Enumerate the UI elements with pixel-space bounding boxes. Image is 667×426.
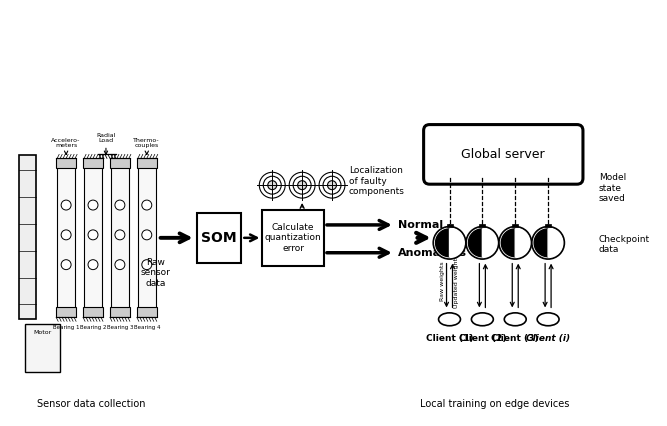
Circle shape <box>61 260 71 270</box>
Circle shape <box>534 228 563 257</box>
Bar <box>25 324 60 372</box>
Polygon shape <box>515 229 529 257</box>
Bar <box>446 225 452 227</box>
Text: Radial
Load: Radial Load <box>96 132 115 144</box>
Bar <box>84 166 102 309</box>
Polygon shape <box>502 229 515 257</box>
Polygon shape <box>436 229 450 257</box>
Bar <box>110 308 130 317</box>
Circle shape <box>115 260 125 270</box>
Circle shape <box>267 181 277 190</box>
Text: Thermo-
couples: Thermo- couples <box>133 138 160 148</box>
Bar <box>83 158 103 168</box>
Bar <box>512 225 518 227</box>
Ellipse shape <box>504 313 526 326</box>
Circle shape <box>88 230 98 240</box>
Circle shape <box>297 181 307 190</box>
Text: Bearing 3: Bearing 3 <box>107 325 133 330</box>
Circle shape <box>466 226 499 259</box>
Ellipse shape <box>472 313 494 326</box>
Text: Calculate
quantization
error: Calculate quantization error <box>265 223 321 253</box>
Circle shape <box>142 230 152 240</box>
Text: SOM: SOM <box>201 231 237 245</box>
Polygon shape <box>534 229 548 257</box>
Text: Global server: Global server <box>462 148 545 161</box>
Text: Model
state
saved: Model state saved <box>599 173 626 203</box>
Polygon shape <box>482 229 496 257</box>
Text: Accelero-
meters: Accelero- meters <box>51 138 81 148</box>
Bar <box>111 166 129 309</box>
Ellipse shape <box>439 313 460 326</box>
Bar <box>57 166 75 309</box>
Circle shape <box>142 260 152 270</box>
Text: Client (2): Client (2) <box>459 334 506 343</box>
Text: Client (1): Client (1) <box>426 334 474 343</box>
Text: Bearing 4: Bearing 4 <box>133 325 160 330</box>
Polygon shape <box>450 229 464 257</box>
Circle shape <box>88 200 98 210</box>
Bar <box>56 308 76 317</box>
Circle shape <box>115 200 125 210</box>
Circle shape <box>61 230 71 240</box>
Circle shape <box>468 228 497 257</box>
Circle shape <box>500 228 530 257</box>
Circle shape <box>61 200 71 210</box>
Bar <box>545 225 551 227</box>
Circle shape <box>435 228 464 257</box>
Bar <box>137 308 157 317</box>
Bar <box>110 158 130 168</box>
Text: Raw weights: Raw weights <box>440 262 445 301</box>
Polygon shape <box>468 229 482 257</box>
Ellipse shape <box>537 313 559 326</box>
FancyBboxPatch shape <box>424 124 583 184</box>
Circle shape <box>115 230 125 240</box>
Text: Checkpoint
data: Checkpoint data <box>599 235 650 254</box>
Text: Sensor data collection: Sensor data collection <box>37 399 145 409</box>
Text: Local training on edge devices: Local training on edge devices <box>420 399 569 409</box>
Text: Bearing 1: Bearing 1 <box>53 325 79 330</box>
Bar <box>262 210 324 266</box>
Bar <box>19 155 36 320</box>
Text: Anomalous: Anomalous <box>398 248 467 258</box>
Text: Updated weights: Updated weights <box>454 255 459 308</box>
Text: Raw
sensor
data: Raw sensor data <box>141 258 171 288</box>
Text: Normal: Normal <box>398 220 443 230</box>
Circle shape <box>88 260 98 270</box>
Text: Client (i): Client (i) <box>526 334 570 343</box>
Text: Motor: Motor <box>33 330 52 335</box>
Circle shape <box>142 200 152 210</box>
Bar <box>83 308 103 317</box>
Circle shape <box>499 226 532 259</box>
Bar <box>56 158 76 168</box>
Bar <box>197 213 241 263</box>
Bar <box>480 225 486 227</box>
Circle shape <box>532 226 564 259</box>
Text: Localization
of faulty
components: Localization of faulty components <box>349 166 405 196</box>
Bar <box>137 158 157 168</box>
Bar <box>138 166 155 309</box>
Text: Client (3): Client (3) <box>492 334 539 343</box>
Circle shape <box>433 226 466 259</box>
Text: Bearing 2: Bearing 2 <box>80 325 106 330</box>
Circle shape <box>327 181 336 190</box>
Polygon shape <box>548 229 562 257</box>
